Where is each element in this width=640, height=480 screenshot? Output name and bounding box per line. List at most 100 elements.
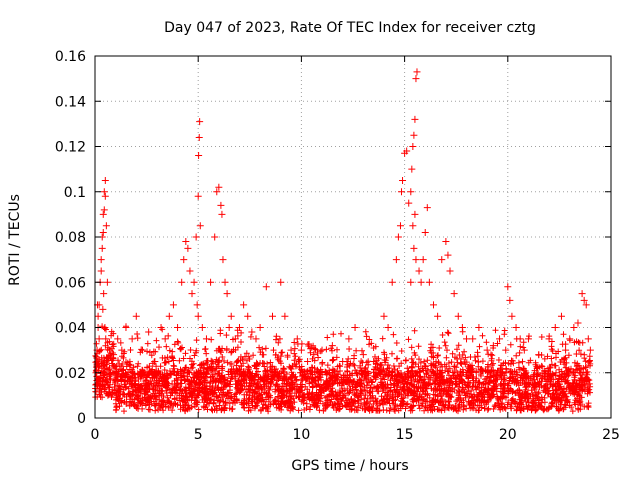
data-point (184, 244, 192, 252)
data-point (110, 351, 118, 359)
data-point (240, 301, 248, 309)
data-point (114, 335, 122, 343)
data-point (256, 324, 264, 331)
data-point (188, 290, 196, 298)
data-point (450, 290, 458, 298)
data-point (557, 312, 565, 320)
y-tick-label: 0.06 (55, 275, 86, 291)
x-tick-label: 10 (292, 427, 310, 443)
data-point (221, 278, 229, 286)
data-point (231, 335, 239, 343)
data-point (269, 312, 277, 320)
data-point (297, 346, 305, 354)
data-point (99, 210, 107, 218)
data-point (225, 324, 233, 331)
data-point (103, 278, 111, 286)
data-point (196, 222, 204, 230)
y-tick-label: 0.1 (64, 185, 86, 201)
data-point (399, 176, 407, 184)
data-point (215, 183, 223, 191)
y-tick-label: 0.02 (55, 366, 86, 382)
data-point (99, 305, 107, 313)
data-point (97, 267, 105, 275)
data-point (93, 380, 101, 388)
data-point (98, 244, 106, 252)
data-point (219, 256, 227, 264)
y-tick-label: 0 (77, 411, 86, 427)
data-point (102, 222, 110, 230)
data-point (207, 278, 215, 286)
x-tick-label: 15 (396, 427, 414, 443)
data-point (218, 210, 226, 218)
data-point (398, 188, 406, 196)
x-axis-label: GPS time / hours (291, 458, 408, 474)
data-point (101, 192, 109, 200)
data-point (384, 324, 392, 331)
data-point (122, 324, 130, 331)
data-point (310, 351, 318, 359)
data-point (380, 312, 388, 320)
data-point (545, 335, 553, 343)
data-point (438, 256, 446, 264)
data-point (412, 75, 420, 83)
data-point (411, 115, 419, 123)
data-point (535, 351, 543, 359)
data-point (101, 324, 109, 331)
data-point (211, 233, 219, 241)
data-point (196, 118, 204, 126)
data-point (180, 256, 188, 264)
data-point (496, 335, 504, 343)
data-point (252, 335, 260, 343)
data-point (582, 301, 590, 309)
data-point (574, 319, 582, 327)
data-point (198, 324, 206, 331)
data-point (396, 222, 404, 230)
data-point (202, 335, 210, 343)
data-point (213, 188, 221, 196)
data-point (415, 267, 423, 275)
data-point (235, 324, 243, 331)
x-tick-label: 5 (194, 427, 203, 443)
data-point (566, 335, 574, 343)
data-point (157, 324, 165, 331)
data-point (388, 278, 396, 286)
data-point (100, 290, 108, 298)
data-point (516, 335, 524, 343)
data-point (370, 357, 378, 365)
data-point (165, 312, 173, 320)
data-point (463, 335, 471, 343)
data-point (407, 188, 415, 196)
data-point (407, 278, 415, 286)
data-point (101, 176, 109, 184)
x-tick-label: 20 (499, 427, 517, 443)
data-point (227, 312, 235, 320)
data-point (190, 278, 198, 286)
data-point (277, 278, 285, 286)
data-point (412, 256, 420, 264)
data-point (138, 346, 146, 354)
data-point (195, 133, 203, 141)
data-point (409, 222, 417, 230)
data-point (405, 199, 413, 207)
data-point (102, 335, 110, 343)
data-point (421, 228, 429, 236)
data-point (195, 152, 203, 160)
data-point (410, 244, 418, 252)
y-tick-label: 0.16 (55, 49, 86, 65)
data-point (217, 201, 225, 209)
data-point (434, 312, 442, 320)
data-point (345, 335, 353, 343)
data-point (244, 312, 252, 320)
data-point (458, 324, 466, 331)
data-point (262, 283, 270, 291)
y-tick-labels: 0 0.02 0.04 0.06 0.08 0.1 0.12 0.14 0.16 (55, 49, 86, 427)
dense-baseline-band (92, 323, 594, 415)
y-tick-label: 0.08 (55, 230, 86, 246)
data-point (506, 296, 514, 304)
data-point (105, 346, 113, 354)
data-point (508, 312, 516, 320)
data-point (504, 283, 512, 291)
data-point (194, 312, 202, 320)
x-tick-label: 0 (91, 427, 100, 443)
